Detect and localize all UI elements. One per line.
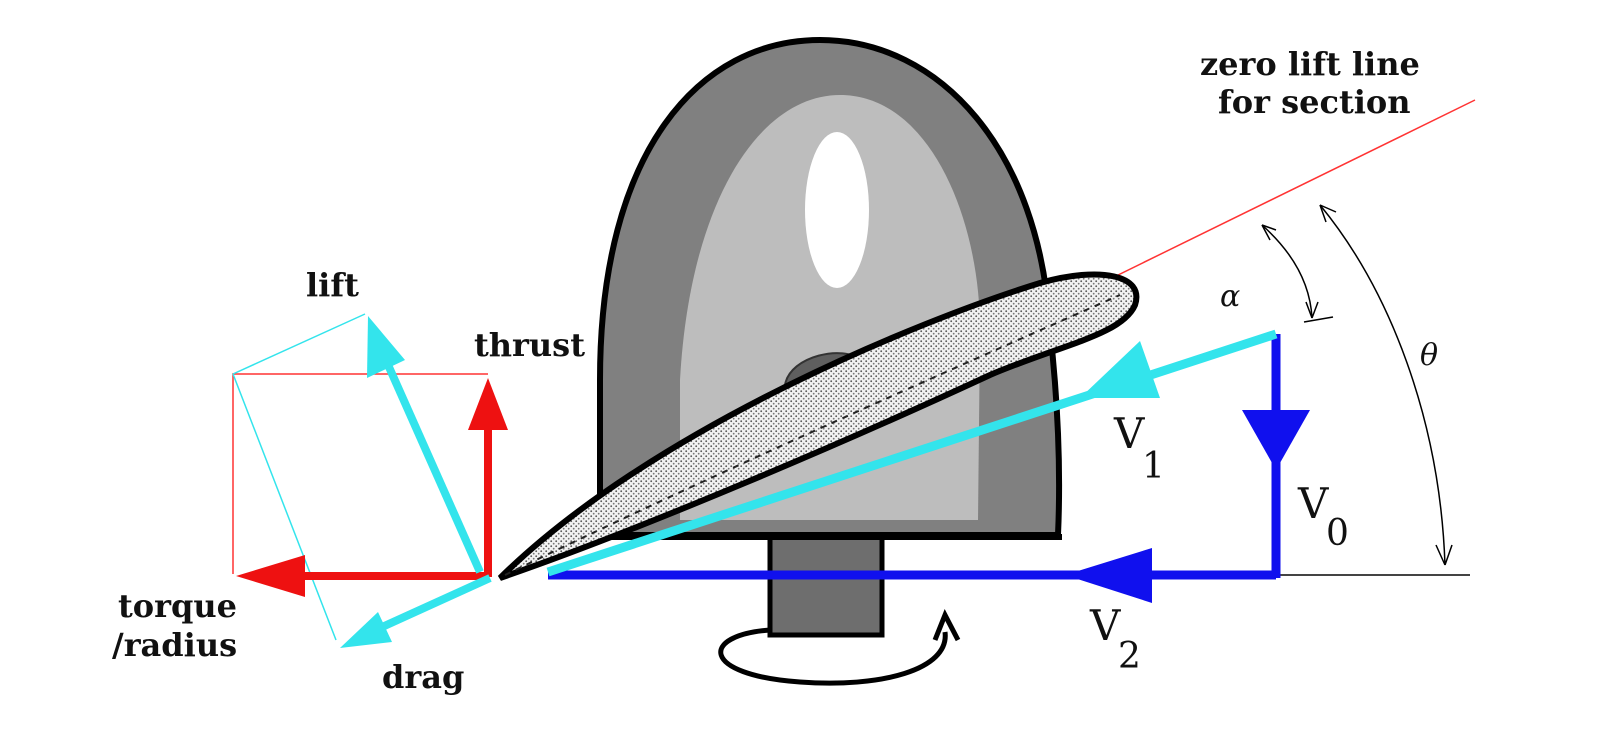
v1-label: V <box>1113 409 1145 458</box>
alpha-angle-arc <box>1261 224 1334 323</box>
alpha-label: α <box>1220 279 1240 314</box>
force-construction-lines <box>232 313 488 641</box>
v1-subscript: 1 <box>1142 446 1165 487</box>
lift-vector <box>367 316 484 574</box>
propeller-shaft <box>767 532 885 638</box>
v2-velocity-vector <box>548 548 1276 603</box>
theta-label: θ <box>1420 338 1438 373</box>
torque-label-line2: /radius <box>112 626 237 664</box>
drag-vector <box>340 574 492 648</box>
drag-label: drag <box>382 658 464 696</box>
thrust-vector <box>468 378 508 577</box>
zero-lift-line-label-line1: zero lift line <box>1200 45 1420 83</box>
thrust-label: thrust <box>474 326 585 364</box>
lift-label: lift <box>306 266 359 304</box>
v2-label: V <box>1089 601 1121 650</box>
hub-glare <box>805 132 869 288</box>
zero-lift-line-label-line2: for section <box>1218 83 1411 121</box>
airfoil-chord-line <box>504 294 1121 576</box>
v2-subscript: 2 <box>1118 636 1141 677</box>
v0-velocity-vector <box>1242 334 1310 578</box>
airfoil-section <box>497 271 1140 581</box>
torque-vector <box>236 555 488 597</box>
v1-velocity-vector <box>546 329 1278 577</box>
torque-label-line1: torque <box>118 587 237 625</box>
theta-angle-arc <box>1319 204 1453 566</box>
v0-subscript: 0 <box>1326 513 1349 554</box>
rotation-arrow-icon <box>718 609 961 686</box>
v0-label: V <box>1297 479 1329 528</box>
